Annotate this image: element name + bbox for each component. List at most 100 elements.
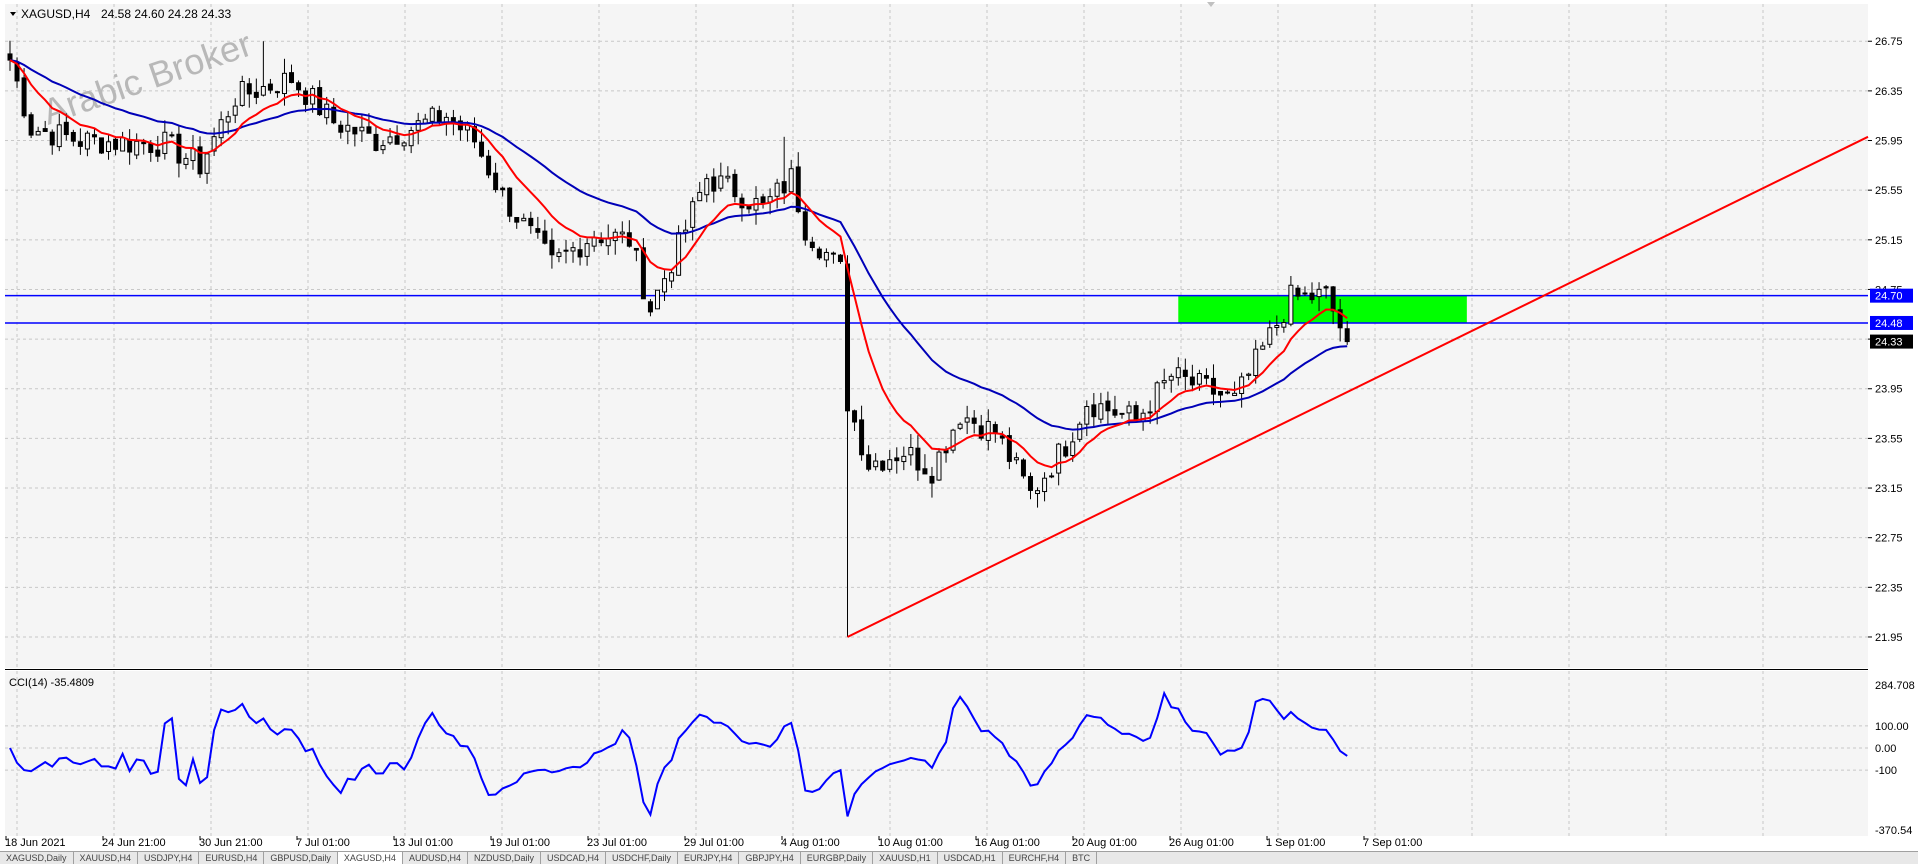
candle [1105, 391, 1111, 426]
candle [345, 110, 351, 145]
candle [1323, 284, 1329, 299]
candle [830, 251, 836, 264]
candle [711, 168, 717, 203]
candle [957, 422, 963, 431]
chart-tab[interactable]: XAUUSD,H4 [74, 852, 139, 864]
candle [70, 129, 76, 147]
candle [1274, 315, 1280, 336]
candle [570, 241, 576, 263]
svg-text:24.70: 24.70 [1875, 291, 1903, 303]
price-tick-label: 25.15 [1875, 235, 1903, 247]
cci-line [9, 690, 1348, 818]
candle [176, 125, 182, 178]
resistance-zone[interactable] [1178, 295, 1467, 323]
time-tick-label: 10 Aug 01:00 [878, 837, 943, 849]
candle [1182, 358, 1188, 391]
chart-tab[interactable]: EURJPY,H4 [678, 852, 740, 864]
candle [654, 289, 660, 310]
time-tick-label: 13 Jul 01:00 [393, 837, 453, 849]
candle [795, 152, 801, 214]
chart-tab[interactable]: XAGUSD,Daily [0, 852, 74, 864]
candle [802, 205, 808, 246]
chart-tab[interactable]: USDCAD,H1 [938, 852, 1003, 864]
chart-tab[interactable]: XAUUSD,H1 [873, 852, 938, 864]
time-tick-labels: 18 Jun 2021 24 Jun 21:00 30 Jun 21:00 7 Jul… [5, 836, 1422, 849]
candle [1006, 427, 1012, 470]
candle [985, 409, 991, 451]
candle [324, 96, 330, 125]
candle [1175, 357, 1181, 386]
chart-tab[interactable]: USDCHF,Daily [606, 852, 678, 864]
candle [260, 41, 266, 97]
candle [225, 110, 231, 135]
cci-indicator-area[interactable] [5, 671, 1868, 836]
candle [359, 114, 365, 143]
price-tag: 24.33 [1870, 334, 1913, 349]
price-tick-label: 26.75 [1875, 36, 1903, 48]
candle [866, 445, 872, 472]
candle [106, 135, 112, 160]
time-tick-label: 29 Jul 01:00 [684, 837, 744, 849]
candle [408, 126, 414, 154]
candle [472, 117, 477, 149]
shift-marker-icon[interactable] [1207, 2, 1215, 7]
chart-tab[interactable]: BTC [1066, 852, 1098, 864]
candle [486, 149, 492, 179]
candle [633, 247, 639, 262]
chart-tab[interactable]: EURUSD,H4 [199, 852, 265, 864]
candle [500, 186, 506, 197]
chart-tab[interactable]: EURGBP,Daily [801, 852, 874, 864]
candle [1119, 412, 1125, 419]
chart-tab[interactable]: GBPJPY,H4 [739, 852, 801, 864]
candle [922, 454, 928, 475]
price-tick-label: 23.55 [1875, 433, 1903, 445]
candle [197, 136, 203, 178]
cci-tick-label: 0.00 [1875, 743, 1896, 755]
time-tick-label: 18 Jun 2021 [5, 837, 66, 849]
candle [1253, 339, 1259, 384]
candle [1337, 299, 1343, 342]
main-chart-area[interactable] [5, 4, 1868, 668]
chart-tab[interactable]: AUDUSD,H4 [403, 852, 468, 864]
horizontal-levels[interactable] [5, 294, 1868, 324]
candle [964, 405, 970, 435]
collapse-arrow-icon[interactable] [10, 12, 16, 16]
chart-tab[interactable]: GBPUSD,Daily [264, 852, 338, 864]
candle [739, 193, 745, 222]
candle [1077, 421, 1083, 443]
ascending-trendline[interactable] [847, 135, 1869, 638]
chart-tab[interactable]: NZDUSD,Daily [468, 852, 541, 864]
chart-tab[interactable]: USDCAD,H4 [541, 852, 606, 864]
candle [1232, 381, 1238, 397]
candle [1189, 364, 1195, 392]
candle [373, 125, 379, 152]
time-tick-label: 30 Jun 21:00 [199, 837, 263, 849]
candle [21, 68, 27, 119]
candle [1091, 393, 1097, 427]
candle [49, 129, 55, 155]
candle [1013, 452, 1019, 465]
chart-tab[interactable]: XAGUSD,H4 [337, 852, 403, 864]
candle [697, 181, 703, 202]
candle [528, 211, 534, 234]
time-tick-label: 7 Sep 01:00 [1363, 837, 1422, 849]
chart-tab[interactable]: EURCHF,H4 [1003, 852, 1067, 864]
chart-tab[interactable]: USDJPY,H4 [138, 852, 200, 864]
time-tick-label: 20 Aug 01:00 [1072, 837, 1137, 849]
time-axis [5, 836, 1918, 851]
candle [1309, 282, 1315, 304]
candle [1203, 368, 1209, 385]
candle [535, 216, 541, 239]
candle [619, 221, 625, 244]
candle [155, 135, 161, 162]
candle [338, 120, 344, 139]
candle [1316, 282, 1322, 312]
candle [901, 446, 907, 471]
candle [1133, 401, 1139, 422]
cci-grid [5, 671, 1868, 836]
candle [394, 125, 400, 145]
candle [1042, 472, 1048, 502]
candle [837, 254, 843, 264]
candle [98, 137, 104, 154]
